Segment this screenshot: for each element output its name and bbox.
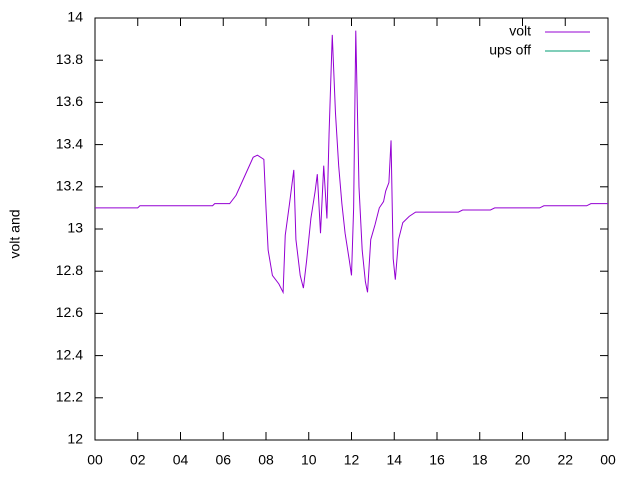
- y-tick-label: 12: [67, 431, 83, 447]
- plot-border: [94, 17, 609, 441]
- data-line: [95, 30, 608, 295]
- x-tick-label: 16: [429, 452, 445, 468]
- x-tick-label: 00: [600, 452, 616, 468]
- y-tick-label: 12.8: [56, 262, 83, 278]
- x-tick-label: 08: [258, 452, 274, 468]
- x-tick-label: 04: [173, 452, 189, 468]
- y-tick-label: 12.4: [56, 346, 83, 362]
- y-axis-label: volt and: [7, 209, 23, 258]
- y-tick-label: 13.8: [56, 51, 83, 67]
- legend-label: ups off: [489, 42, 531, 58]
- y-tick-label: 12.6: [56, 304, 83, 320]
- x-tick-label: 18: [472, 452, 488, 468]
- y-tick-label: 13.2: [56, 178, 83, 194]
- x-tick-label: 12: [344, 452, 360, 468]
- x-tick-label: 00: [87, 452, 103, 468]
- x-tick-label: 22: [557, 452, 573, 468]
- y-tick-label: 12.2: [56, 389, 83, 405]
- y-tick-label: 13.4: [56, 135, 83, 151]
- x-tick-label: 10: [301, 452, 317, 468]
- x-tick-label: 14: [386, 452, 402, 468]
- y-tick-label: 14: [67, 9, 83, 25]
- x-tick-label: 02: [130, 452, 146, 468]
- y-tick-label: 13.6: [56, 93, 83, 109]
- x-tick-label: 20: [515, 452, 531, 468]
- x-tick-label: 06: [215, 452, 231, 468]
- y-tick-label: 13: [67, 220, 83, 236]
- legend-label: volt: [509, 23, 531, 39]
